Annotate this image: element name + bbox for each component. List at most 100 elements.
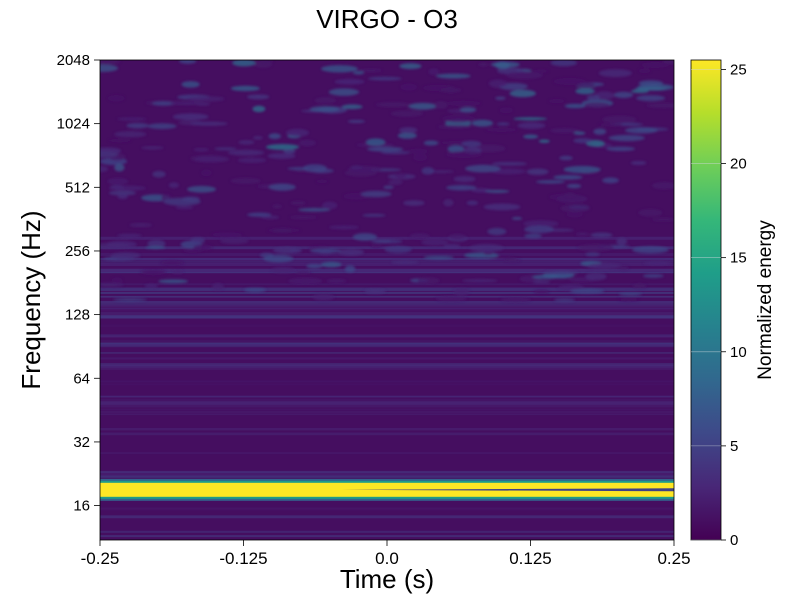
heatmap-blob	[428, 68, 440, 76]
heatmap-streak	[100, 508, 674, 512]
heatmap-blob	[169, 101, 205, 106]
heatmap-blob	[443, 244, 461, 249]
heatmap-blob	[110, 252, 141, 260]
heatmap-blob	[193, 147, 209, 152]
heatmap-blob	[453, 287, 470, 296]
heatmap-blob	[306, 263, 323, 269]
x-tick-label: -0.25	[81, 549, 120, 568]
heatmap-blob	[252, 105, 266, 113]
heatmap-blob	[394, 173, 407, 179]
heatmap-streak	[100, 335, 674, 338]
x-tick-label: -0.125	[219, 549, 267, 568]
heatmap-streak	[100, 363, 674, 366]
heatmap-blob	[618, 265, 630, 270]
heatmap-blob	[334, 79, 365, 85]
heatmap-blob	[538, 139, 550, 144]
heatmap-blob	[160, 260, 184, 266]
heatmap-blob	[598, 123, 623, 127]
heatmap-blob	[190, 121, 228, 126]
heatmap-blob	[434, 101, 448, 109]
heatmap-blob	[212, 282, 224, 291]
heatmap-blob	[283, 149, 296, 154]
heatmap-blob	[172, 113, 209, 121]
heatmap-streak	[100, 287, 674, 291]
heatmap-blob	[179, 60, 197, 64]
heatmap-blob	[563, 165, 601, 174]
heatmap-blob	[390, 110, 424, 117]
heatmap-blob	[344, 265, 356, 273]
heatmap-blob	[362, 213, 386, 217]
heatmap-streak	[100, 342, 674, 345]
heatmap-blob	[585, 252, 600, 257]
y-tick-label: 16	[73, 498, 90, 515]
heatmap-blob	[214, 147, 237, 151]
heatmap-blob	[147, 123, 177, 130]
heatmap-blob	[114, 131, 147, 138]
heatmap-blob	[645, 102, 674, 108]
heatmap-blob	[383, 185, 394, 190]
y-tick-label: 1024	[57, 116, 90, 133]
heatmap-blob	[140, 269, 167, 276]
heatmap-blob	[190, 237, 205, 244]
heatmap-blob	[446, 184, 477, 191]
heatmap-bottom-line	[100, 535, 674, 538]
heatmap-blob	[409, 233, 430, 240]
heatmap-blob	[423, 255, 454, 260]
heatmap-blob	[211, 232, 243, 237]
heatmap-streak	[100, 401, 674, 405]
heatmap-streak	[100, 262, 674, 267]
heatmap-blob	[583, 102, 610, 108]
heatmap-blob	[309, 248, 342, 254]
heatmap-blob	[163, 197, 201, 206]
heatmap-blob	[186, 96, 225, 102]
heatmap-blob	[152, 101, 175, 106]
heatmap-blob	[652, 182, 674, 190]
heatmap-blob	[587, 262, 622, 270]
heatmap-blob	[437, 124, 473, 129]
heatmap-blob	[533, 69, 549, 73]
y-axis-label: Frequency (Hz)	[16, 210, 46, 389]
heatmap-blob	[388, 179, 403, 186]
heatmap-blob	[320, 261, 342, 268]
heatmap-blob	[247, 212, 272, 217]
heatmap-blob	[328, 88, 360, 96]
heatmap-blob	[523, 134, 539, 139]
colorbar-tick-label: 0	[730, 532, 738, 549]
heatmap-blob	[370, 243, 382, 248]
heatmap-blob	[511, 216, 523, 220]
heatmap-blob	[643, 261, 672, 265]
heatmap-streak	[100, 311, 674, 315]
heatmap-blob	[397, 132, 417, 139]
colorbar-gradient	[690, 59, 722, 541]
heatmap-blob	[407, 148, 428, 154]
heatmap-blob	[499, 107, 513, 114]
heatmap-blob	[575, 82, 596, 89]
heatmap-streak	[100, 530, 674, 533]
y-tick-label: 2048	[57, 52, 90, 69]
heatmap-blob	[630, 160, 647, 166]
heatmap-blob	[267, 153, 296, 159]
colorbar-label: Normalized energy	[755, 220, 776, 380]
heatmap-blob	[448, 233, 466, 240]
heatmap-blob	[491, 161, 528, 166]
heatmap-blob	[478, 62, 489, 67]
heatmap-blob	[316, 179, 329, 183]
x-axis-label: Time (s)	[340, 564, 434, 594]
heatmap-streak	[100, 340, 674, 343]
heatmap-streak	[100, 410, 674, 414]
heatmap-streak	[100, 471, 674, 474]
heatmap-blob	[616, 237, 628, 246]
heatmap-blob	[560, 204, 591, 213]
y-axis: 16 32 64 128 256 512 1024 2048	[57, 52, 100, 515]
heatmap-blob	[564, 103, 586, 109]
heatmap-blob	[107, 177, 129, 185]
heatmap-blob	[267, 228, 301, 233]
heatmap-streak	[100, 253, 674, 256]
heatmap-blob	[575, 88, 595, 95]
heatmap-blob	[602, 115, 637, 124]
heatmap-blob	[261, 215, 280, 219]
heatmap-blob	[298, 207, 331, 212]
heatmap-blob	[461, 279, 498, 283]
heatmap-blob	[294, 271, 312, 275]
heatmap-blob	[526, 168, 549, 176]
